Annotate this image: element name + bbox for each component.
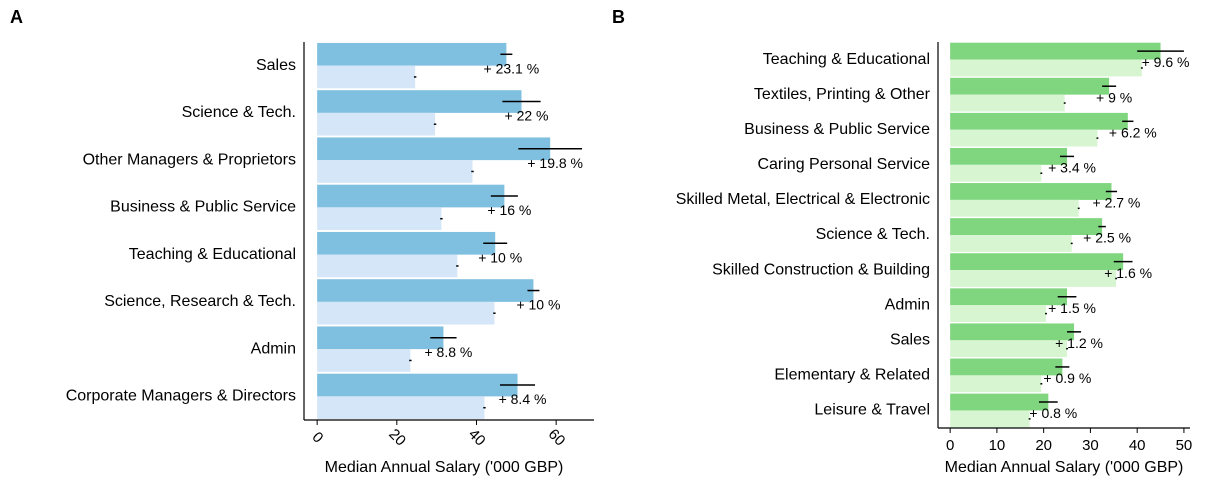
x-tick-label: 60	[545, 426, 569, 450]
difference-label: + 0.8 %	[1029, 405, 1077, 421]
difference-label: + 0.9 %	[1043, 370, 1091, 386]
category-label: Business & Public Service	[744, 121, 930, 138]
bar	[317, 254, 458, 278]
difference-label: + 1.2 %	[1055, 335, 1103, 351]
category-label: Sales	[256, 57, 296, 74]
bar	[317, 137, 551, 161]
bar	[317, 279, 534, 302]
x-axis-title: Median Annual Salary ('000 GBP)	[945, 459, 1184, 476]
bar	[950, 164, 1042, 182]
bar	[950, 112, 1128, 130]
bar	[950, 305, 1046, 323]
x-tick-label: 40	[1129, 437, 1146, 454]
bar	[317, 65, 416, 89]
bar	[950, 358, 1063, 376]
difference-label: + 1.6 %	[1104, 265, 1152, 281]
bar	[950, 218, 1103, 235]
bar	[950, 323, 1075, 341]
bar	[317, 90, 522, 113]
difference-label: + 2.7 %	[1093, 195, 1141, 211]
bar	[317, 42, 507, 66]
bar	[950, 410, 1030, 428]
x-tick-label: 0	[309, 429, 327, 447]
x-tick-label: 0	[946, 437, 954, 454]
x-tick-label: 40	[465, 426, 489, 450]
bar	[950, 270, 1117, 287]
difference-label: + 10 %	[516, 297, 560, 313]
bar	[950, 147, 1068, 165]
difference-label: + 8.4 %	[499, 391, 547, 407]
category-label: Science & Tech.	[182, 104, 296, 121]
x-tick-label: 10	[989, 437, 1006, 454]
category-label: Textiles, Printing & Other	[754, 86, 931, 103]
bar	[317, 160, 473, 183]
bar	[317, 301, 495, 325]
x-tick-label: 20	[1035, 437, 1052, 454]
category-label: Corporate Managers & Directors	[66, 388, 296, 405]
bar	[317, 231, 496, 255]
x-tick-label: 50	[1176, 437, 1193, 454]
bar	[950, 94, 1065, 112]
difference-label: + 22 %	[505, 108, 549, 124]
difference-label: + 23.1 %	[484, 60, 540, 76]
difference-label: + 9 %	[1096, 89, 1132, 105]
category-label: Admin	[885, 296, 930, 313]
bar	[950, 42, 1161, 60]
bar	[317, 373, 518, 397]
difference-label: + 6.2 %	[1109, 124, 1157, 140]
bar	[950, 129, 1098, 147]
x-tick-label: 20	[385, 426, 409, 450]
x-axis-title: Median Annual Salary ('000 GBP)	[325, 459, 564, 476]
category-label: Admin	[251, 340, 296, 357]
category-label: Science, Research & Tech.	[104, 293, 296, 310]
bar	[317, 349, 411, 372]
bar	[317, 184, 505, 208]
difference-label: + 16 %	[487, 202, 531, 218]
difference-label: + 19.8 %	[527, 155, 583, 171]
difference-label: + 8.8 %	[424, 344, 472, 360]
category-label: Sales	[890, 331, 930, 348]
difference-label: + 3.4 %	[1048, 160, 1096, 176]
bar	[950, 183, 1112, 200]
bar	[317, 326, 444, 350]
bar	[950, 253, 1124, 271]
category-label: Elementary & Related	[774, 367, 930, 384]
bar	[950, 375, 1042, 393]
panel-label: A	[10, 7, 23, 27]
bar	[950, 288, 1068, 306]
category-label: Science & Tech.	[816, 226, 930, 243]
bar	[950, 77, 1110, 95]
difference-label: + 10 %	[478, 249, 522, 265]
bar	[317, 207, 442, 231]
category-label: Teaching & Educational	[129, 246, 296, 263]
bar	[317, 112, 436, 136]
category-label: Other Managers & Proprietors	[83, 151, 296, 168]
bar	[950, 59, 1142, 77]
bar	[950, 340, 1068, 358]
bar	[950, 235, 1072, 252]
panel-label: B	[612, 7, 625, 27]
x-tick-label: 30	[1082, 437, 1099, 454]
bar	[950, 199, 1079, 217]
difference-label: + 2.5 %	[1083, 230, 1131, 246]
difference-label: + 9.6 %	[1142, 54, 1190, 70]
bar	[317, 396, 485, 420]
difference-label: + 1.5 %	[1048, 300, 1096, 316]
bar	[950, 393, 1049, 411]
category-label: Caring Personal Service	[757, 156, 930, 173]
category-label: Leisure & Travel	[814, 402, 930, 419]
category-label: Skilled Metal, Electrical & Electronic	[676, 191, 930, 208]
category-label: Skilled Construction & Building	[712, 261, 930, 278]
category-label: Business & Public Service	[110, 199, 296, 216]
category-label: Teaching & Educational	[763, 51, 930, 68]
